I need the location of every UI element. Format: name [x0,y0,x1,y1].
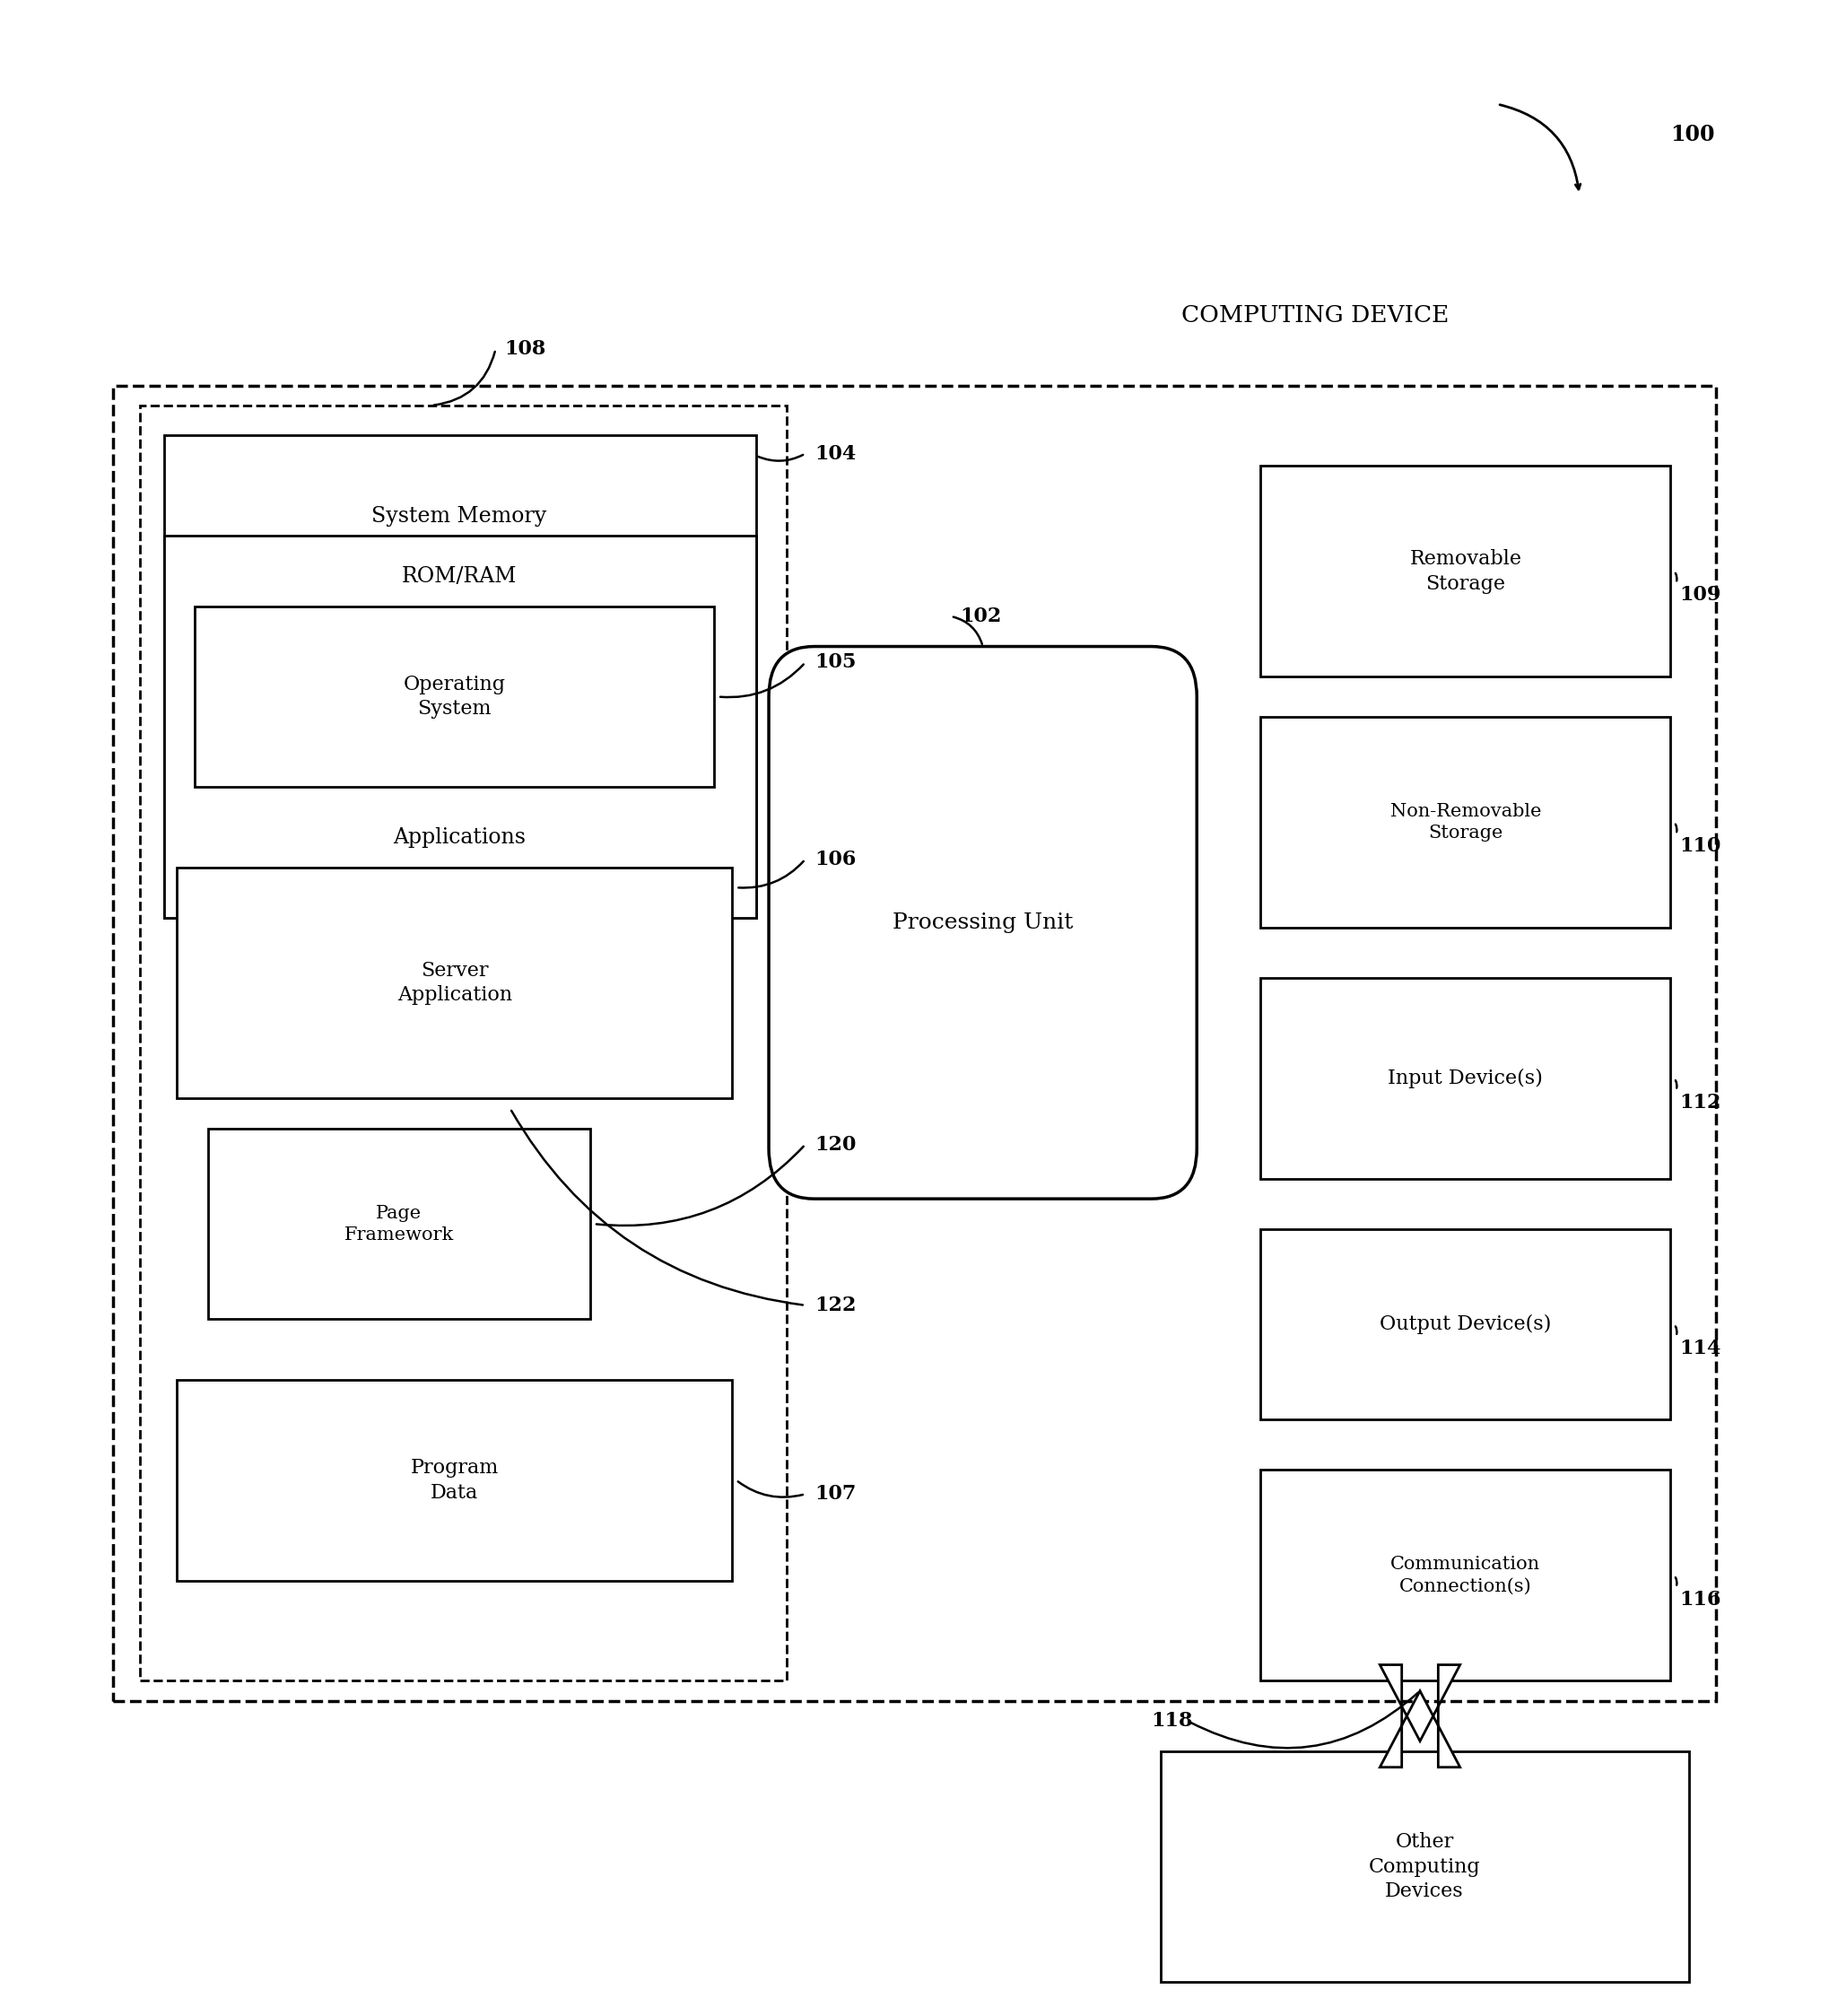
Text: 102: 102 [960,607,1002,627]
Text: 116: 116 [1679,1591,1721,1609]
Bar [1260,718,1670,927]
Text: 106: 106 [814,849,856,869]
Text: 107: 107 [814,1484,856,1504]
Text: 114: 114 [1679,1339,1721,1359]
FancyBboxPatch shape [768,647,1196,1200]
Bar [177,1379,732,1581]
Bar [113,385,1716,1702]
Bar [1260,1230,1670,1419]
Text: 122: 122 [814,1296,856,1314]
Bar [209,1129,591,1318]
Text: Communication
Connection(s): Communication Connection(s) [1390,1556,1540,1595]
Text: Removable
Storage: Removable Storage [1410,548,1522,593]
Text: Processing Unit: Processing Unit [893,913,1074,933]
Bar [1260,466,1670,677]
Text: 112: 112 [1679,1093,1721,1113]
Text: 120: 120 [814,1135,856,1155]
Text: 105: 105 [814,653,856,673]
Text: Non-Removable
Storage: Non-Removable Storage [1390,802,1542,841]
Bar [165,536,755,917]
Text: 100: 100 [1670,123,1716,145]
Text: 109: 109 [1679,585,1721,605]
Text: Applications: Applications [393,827,525,847]
Text: Input Device(s): Input Device(s) [1388,1068,1544,1089]
Bar [196,607,713,786]
Text: Server
Application: Server Application [397,960,512,1006]
Text: Other
Computing
Devices: Other Computing Devices [1368,1833,1480,1901]
Text: 118: 118 [1150,1712,1193,1732]
Text: 110: 110 [1679,837,1721,857]
Polygon shape [1379,1665,1460,1768]
Bar [165,435,755,917]
Bar [1260,978,1670,1179]
Text: ROM/RAM: ROM/RAM [402,566,518,587]
Text: Operating
System: Operating System [404,673,505,720]
Text: 104: 104 [814,444,856,464]
Text: Program
Data: Program Data [410,1458,499,1502]
Text: Output Device(s): Output Device(s) [1379,1314,1551,1335]
Text: 108: 108 [505,339,547,359]
Bar [141,405,786,1681]
Text: System Memory: System Memory [371,506,547,526]
Bar [1260,1470,1670,1681]
Bar [1160,1752,1688,1982]
Bar [177,867,732,1099]
Text: Page
Framework: Page Framework [344,1204,454,1244]
Text: COMPUTING DEVICE: COMPUTING DEVICE [1182,304,1449,327]
